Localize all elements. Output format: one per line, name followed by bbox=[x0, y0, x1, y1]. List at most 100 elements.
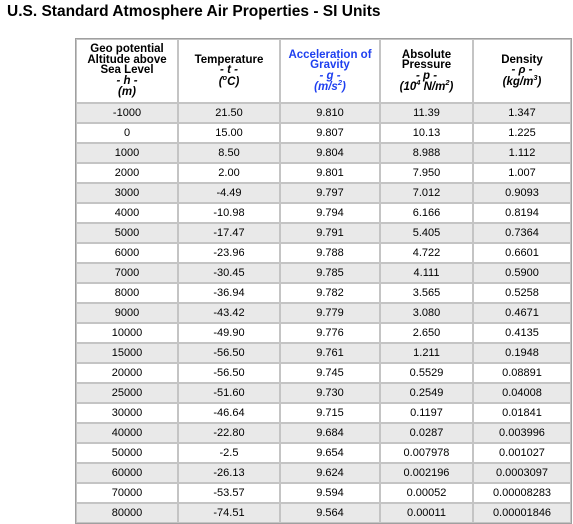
header-pressure-symbol: - p - bbox=[415, 69, 438, 82]
pressure-cell: 0.5529 bbox=[380, 363, 473, 383]
density-cell: 0.08891 bbox=[473, 363, 571, 383]
temperature-cell: -51.60 bbox=[178, 383, 280, 403]
temperature-cell: -2.5 bbox=[178, 443, 280, 463]
gravity-cell: 9.807 bbox=[280, 123, 380, 143]
header-density-unit: (kg/m3) bbox=[502, 72, 542, 88]
header-gravity-line: Gravity bbox=[310, 59, 350, 71]
temperature-cell: 2.00 bbox=[178, 163, 280, 183]
table-row: 15000 -56.50 9.761 1.211 0.1948 bbox=[76, 343, 571, 363]
table-row: 30000 -46.64 9.715 0.1197 0.01841 bbox=[76, 403, 571, 423]
density-cell: 0.4671 bbox=[473, 303, 571, 323]
gravity-cell: 9.594 bbox=[280, 483, 380, 503]
temperature-cell: 15.00 bbox=[178, 123, 280, 143]
temperature-cell: -56.50 bbox=[178, 343, 280, 363]
table-row: 50000 -2.5 9.654 0.007978 0.001027 bbox=[76, 443, 571, 463]
pressure-cell: 0.1197 bbox=[380, 403, 473, 423]
table-row: 2000 2.00 9.801 7.950 1.007 bbox=[76, 163, 571, 183]
pressure-cell: 4.111 bbox=[380, 263, 473, 283]
temperature-cell: -43.42 bbox=[178, 303, 280, 323]
altitude-cell: 8000 bbox=[76, 283, 178, 303]
table-row: 40000 -22.80 9.684 0.0287 0.003996 bbox=[76, 423, 571, 443]
gravity-cell: 9.745 bbox=[280, 363, 380, 383]
pressure-cell: 5.405 bbox=[380, 223, 473, 243]
table-header-row: Geo potential Altitude above Sea Level -… bbox=[76, 39, 571, 103]
temperature-cell: 21.50 bbox=[178, 103, 280, 123]
gravity-cell: 9.794 bbox=[280, 203, 380, 223]
altitude-cell: 30000 bbox=[76, 403, 178, 423]
table-body: -1000 21.50 9.810 11.39 1.347 0 15.00 9.807 10.1… bbox=[76, 103, 571, 523]
gravity-cell: 9.624 bbox=[280, 463, 380, 483]
page-title: U.S. Standard Atmosphere Air Properties … bbox=[7, 3, 381, 20]
altitude-cell: 10000 bbox=[76, 323, 178, 343]
density-cell: 0.04008 bbox=[473, 383, 571, 403]
temperature-cell: -26.13 bbox=[178, 463, 280, 483]
altitude-cell: 9000 bbox=[76, 303, 178, 323]
header-density: Density - ρ - (kg/m3) bbox=[473, 39, 571, 103]
header-temperature-unit: (oC) bbox=[218, 72, 240, 88]
altitude-cell: 5000 bbox=[76, 223, 178, 243]
table-row: 1000 8.50 9.804 8.988 1.112 bbox=[76, 143, 571, 163]
altitude-cell: 3000 bbox=[76, 183, 178, 203]
table-row: 60000 -26.13 9.624 0.002196 0.0003097 bbox=[76, 463, 571, 483]
altitude-cell: -1000 bbox=[76, 103, 178, 123]
altitude-cell: 60000 bbox=[76, 463, 178, 483]
header-altitude-line: Geo potential bbox=[90, 43, 164, 56]
pressure-cell: 11.39 bbox=[380, 103, 473, 123]
altitude-cell: 80000 bbox=[76, 503, 178, 523]
density-cell: 0.1948 bbox=[473, 343, 571, 363]
pressure-cell: 0.00052 bbox=[380, 483, 473, 503]
temperature-cell: -22.80 bbox=[178, 423, 280, 443]
pressure-cell: 6.166 bbox=[380, 203, 473, 223]
header-altitude-symbol: - h - bbox=[116, 74, 138, 87]
altitude-cell: 0 bbox=[76, 123, 178, 143]
gravity-cell: 9.715 bbox=[280, 403, 380, 423]
temperature-cell: -56.50 bbox=[178, 363, 280, 383]
header-pressure: Absolute Pressure - p - (104 N/m2) bbox=[380, 39, 473, 103]
altitude-cell: 4000 bbox=[76, 203, 178, 223]
density-cell: 0.9093 bbox=[473, 183, 571, 203]
pressure-cell: 0.007978 bbox=[380, 443, 473, 463]
table-row: 25000 -51.60 9.730 0.2549 0.04008 bbox=[76, 383, 571, 403]
pressure-cell: 7.012 bbox=[380, 183, 473, 203]
table-row: 5000 -17.47 9.791 5.405 0.7364 bbox=[76, 223, 571, 243]
table-row: 10000 -49.90 9.776 2.650 0.4135 bbox=[76, 323, 571, 343]
header-gravity-unit: (m/s2) bbox=[314, 78, 346, 93]
pressure-cell: 7.950 bbox=[380, 163, 473, 183]
pressure-cell: 2.650 bbox=[380, 323, 473, 343]
gravity-cell: 9.801 bbox=[280, 163, 380, 183]
gravity-cell: 9.776 bbox=[280, 323, 380, 343]
temperature-cell: -4.49 bbox=[178, 183, 280, 203]
table-row: 4000 -10.98 9.794 6.166 0.8194 bbox=[76, 203, 571, 223]
header-density-line: Density bbox=[501, 53, 543, 66]
density-cell: 0.00008283 bbox=[473, 483, 571, 503]
header-temperature-line: Temperature bbox=[194, 53, 264, 66]
table-row: -1000 21.50 9.810 11.39 1.347 bbox=[76, 103, 571, 123]
temperature-cell: -53.57 bbox=[178, 483, 280, 503]
pressure-cell: 0.2549 bbox=[380, 383, 473, 403]
gravity-cell: 9.804 bbox=[280, 143, 380, 163]
pressure-cell: 3.080 bbox=[380, 303, 473, 323]
gravity-cell: 9.785 bbox=[280, 263, 380, 283]
gravity-cell: 9.684 bbox=[280, 423, 380, 443]
altitude-cell: 40000 bbox=[76, 423, 178, 443]
pressure-cell: 8.988 bbox=[380, 143, 473, 163]
table-row: 7000 -30.45 9.785 4.111 0.5900 bbox=[76, 263, 571, 283]
altitude-cell: 2000 bbox=[76, 163, 178, 183]
pressure-cell: 10.13 bbox=[380, 123, 473, 143]
density-cell: 0.01841 bbox=[473, 403, 571, 423]
table-row: 6000 -23.96 9.788 4.722 0.6601 bbox=[76, 243, 571, 263]
density-cell: 0.5258 bbox=[473, 283, 571, 303]
header-temperature-symbol: - t - bbox=[220, 64, 238, 77]
table-row: 3000 -4.49 9.797 7.012 0.9093 bbox=[76, 183, 571, 203]
table-row: 9000 -43.42 9.779 3.080 0.4671 bbox=[76, 303, 571, 323]
temperature-cell: -17.47 bbox=[178, 223, 280, 243]
pressure-cell: 3.565 bbox=[380, 283, 473, 303]
header-altitude-unit: (m) bbox=[118, 86, 136, 99]
density-cell: 0.00001846 bbox=[473, 503, 571, 523]
temperature-cell: -74.51 bbox=[178, 503, 280, 523]
header-gravity-symbol: - g - bbox=[319, 69, 341, 82]
header-pressure-line: Absolute bbox=[401, 48, 452, 61]
density-cell: 0.001027 bbox=[473, 443, 571, 463]
table-row: 0 15.00 9.807 10.13 1.225 bbox=[76, 123, 571, 143]
table-row: 20000 -56.50 9.745 0.5529 0.08891 bbox=[76, 363, 571, 383]
